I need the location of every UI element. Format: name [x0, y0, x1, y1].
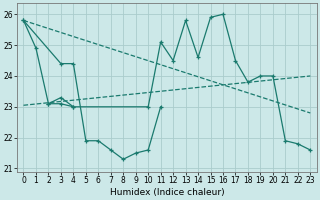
X-axis label: Humidex (Indice chaleur): Humidex (Indice chaleur) — [109, 188, 224, 197]
